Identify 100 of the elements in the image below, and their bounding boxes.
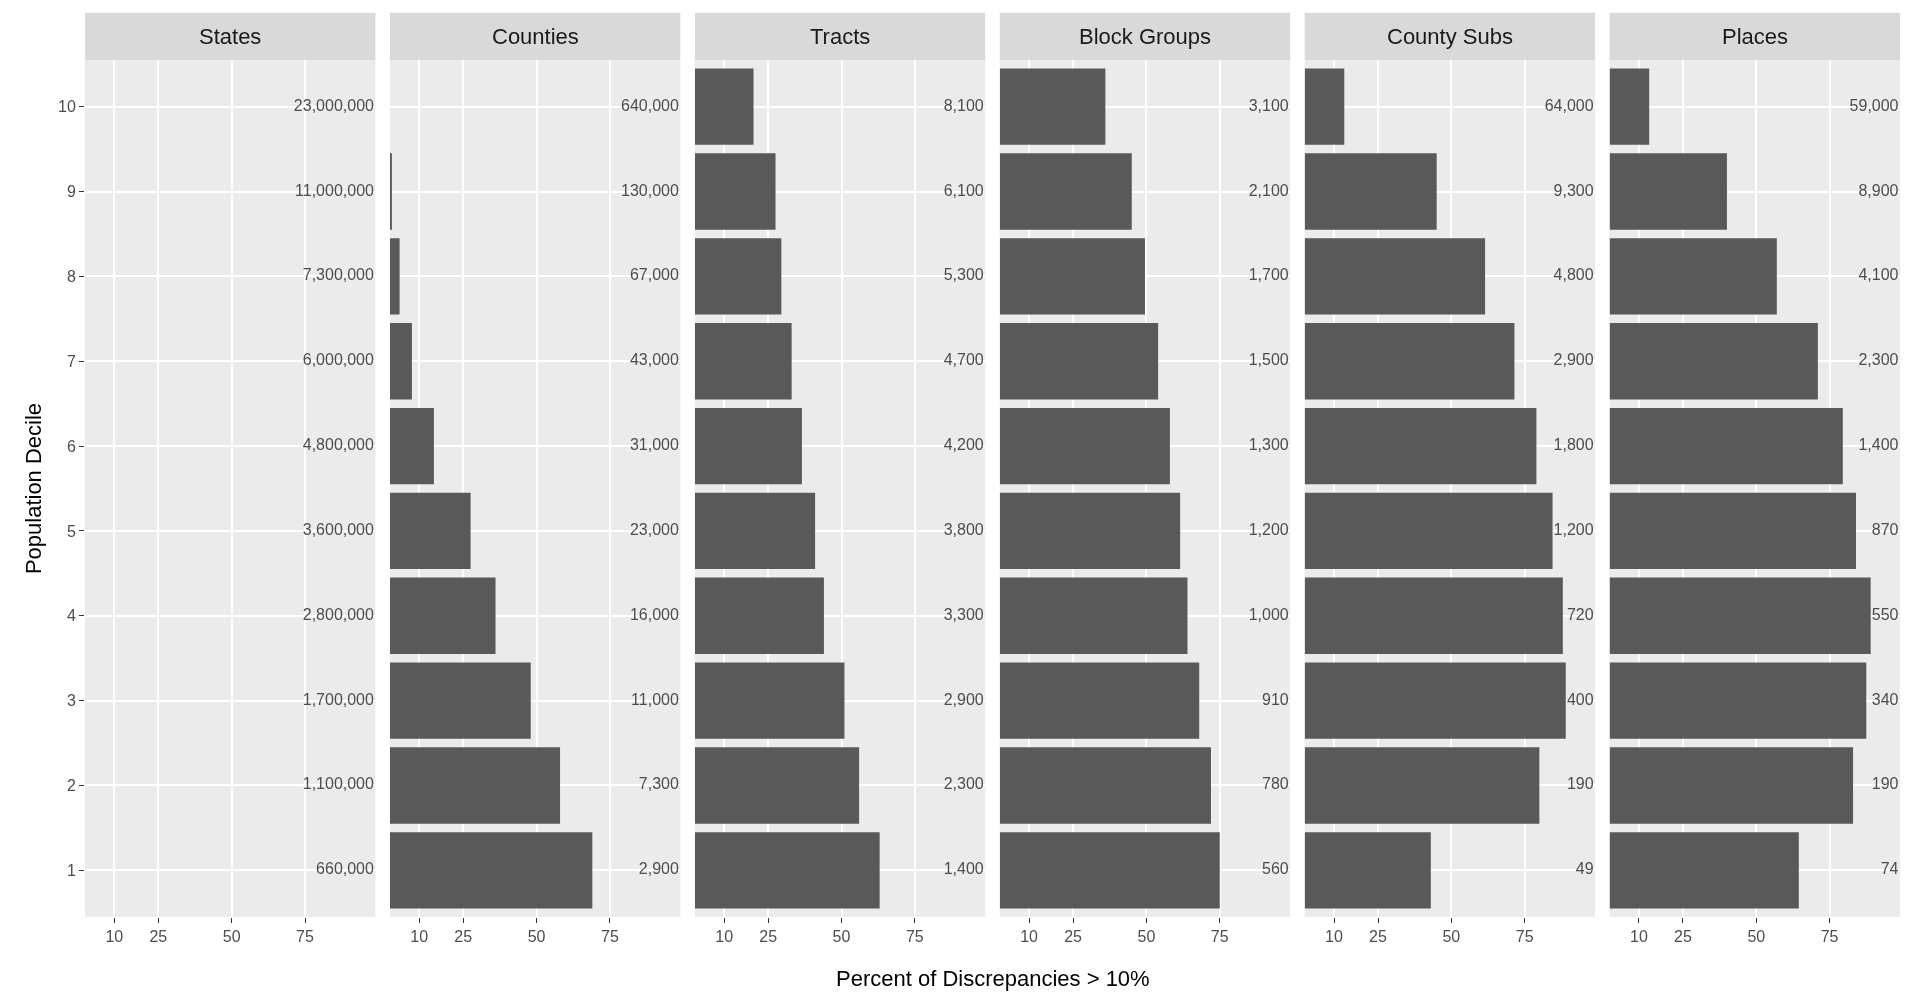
annotation: 6,100	[943, 181, 984, 199]
bar	[694, 68, 754, 145]
bar	[999, 153, 1132, 230]
bar	[999, 238, 1145, 315]
bar	[694, 747, 860, 824]
bar	[1609, 153, 1727, 230]
annotation: 74	[1880, 860, 1899, 878]
bar	[694, 153, 776, 230]
annotation: 130,000	[621, 181, 679, 199]
y-tick-label: 7	[66, 352, 76, 370]
annotation: 7,300,000	[302, 266, 375, 284]
annotation: 3,100	[1248, 96, 1289, 114]
bar	[694, 407, 802, 485]
annotation: 550	[1871, 605, 1899, 623]
annotation: 780	[1261, 775, 1289, 793]
annotation: 3,300	[943, 605, 984, 623]
chart-title: Block Groups	[1079, 24, 1212, 49]
bar	[694, 577, 824, 654]
bar	[1609, 68, 1650, 145]
annotation: 1,700,000	[302, 690, 375, 708]
bar	[1609, 747, 1854, 824]
y-tick-label: 5	[66, 522, 76, 540]
x-tick-label: 10	[105, 928, 124, 946]
annotation: 2,900	[638, 860, 679, 878]
bar	[1304, 153, 1437, 230]
annotation: 9,300	[1553, 181, 1594, 199]
annotation: 2,800,000	[302, 605, 375, 623]
annotation: 340	[1871, 690, 1899, 708]
bar	[694, 662, 845, 739]
x-tick-label: 25	[1674, 928, 1692, 946]
y-tick-label: 6	[66, 437, 76, 455]
annotation: 4,800	[1553, 266, 1594, 284]
x-tick-label: 75	[905, 928, 924, 946]
y-tick-label: 1	[66, 861, 76, 879]
y-tick-label: 8	[66, 267, 76, 285]
bar	[999, 68, 1106, 145]
chart-title: States	[199, 24, 262, 49]
x-axis-title: Percent of Discrepancies > 10%	[836, 966, 1150, 991]
x-tick-label: 50	[832, 928, 851, 946]
x-tick-label: 75	[601, 928, 619, 946]
y-tick-label: 3	[66, 692, 76, 710]
x-tick-label: 25	[1064, 928, 1083, 946]
bar	[389, 492, 471, 570]
bar	[389, 662, 531, 739]
annotation: 190	[1871, 775, 1899, 793]
annotation: 1,000	[1248, 605, 1289, 623]
annotation: 560	[1261, 860, 1289, 878]
bar	[1609, 238, 1777, 315]
annotation: 2,900	[943, 690, 984, 708]
x-tick-label: 25	[454, 928, 473, 946]
annotation: 1,800	[1553, 436, 1594, 454]
bar	[1304, 492, 1553, 570]
annotation: 1,200	[1553, 520, 1594, 538]
bar	[694, 323, 792, 400]
y-tick-label: 9	[66, 183, 76, 201]
annotation: 4,200	[943, 436, 984, 454]
bar	[1304, 577, 1563, 654]
x-tick-label: 10	[1630, 928, 1648, 946]
annotation: 8,900	[1858, 181, 1899, 199]
annotation: 4,700	[943, 351, 984, 369]
x-tick-label: 25	[149, 928, 168, 946]
bar	[1609, 323, 1818, 400]
annotation: 660,000	[316, 860, 375, 878]
bar	[999, 662, 1200, 739]
bar	[1609, 492, 1856, 570]
annotation: 43,000	[629, 351, 679, 369]
annotation: 64,000	[1544, 96, 1594, 114]
bar	[1304, 407, 1537, 485]
bar	[1609, 662, 1867, 739]
annotation: 16,000	[629, 605, 679, 623]
bar	[1609, 577, 1871, 654]
annotation: 870	[1871, 520, 1899, 538]
annotation: 1,700	[1248, 266, 1289, 284]
annotation: 2,900	[1553, 351, 1594, 369]
annotation: 1,400	[1858, 436, 1899, 454]
x-tick-label: 25	[1369, 928, 1388, 946]
bar	[1304, 832, 1431, 909]
bar	[389, 832, 593, 909]
annotation: 3,600,000	[302, 520, 375, 538]
bar	[389, 153, 392, 230]
annotation: 67,000	[629, 266, 679, 284]
y-axis-title: Population Decile	[20, 402, 46, 575]
bar	[1609, 832, 1799, 909]
annotation: 1,500	[1248, 351, 1289, 369]
annotation: 23,000	[629, 520, 679, 538]
bar	[389, 407, 434, 485]
bar	[999, 492, 1181, 570]
annotation: 11,000	[631, 690, 679, 708]
annotation: 59,000	[1849, 96, 1899, 114]
x-tick-label: 50	[527, 928, 546, 946]
bar	[999, 323, 1159, 400]
annotation: 23,000,000	[293, 96, 375, 114]
bar	[1304, 662, 1566, 739]
annotation: 640,000	[621, 96, 679, 114]
bar	[694, 492, 816, 570]
annotation: 1,100,000	[302, 775, 375, 793]
annotation: 190	[1566, 775, 1594, 793]
bar	[999, 407, 1170, 485]
annotation: 2,100	[1248, 181, 1289, 199]
annotation: 4,100	[1858, 266, 1899, 284]
